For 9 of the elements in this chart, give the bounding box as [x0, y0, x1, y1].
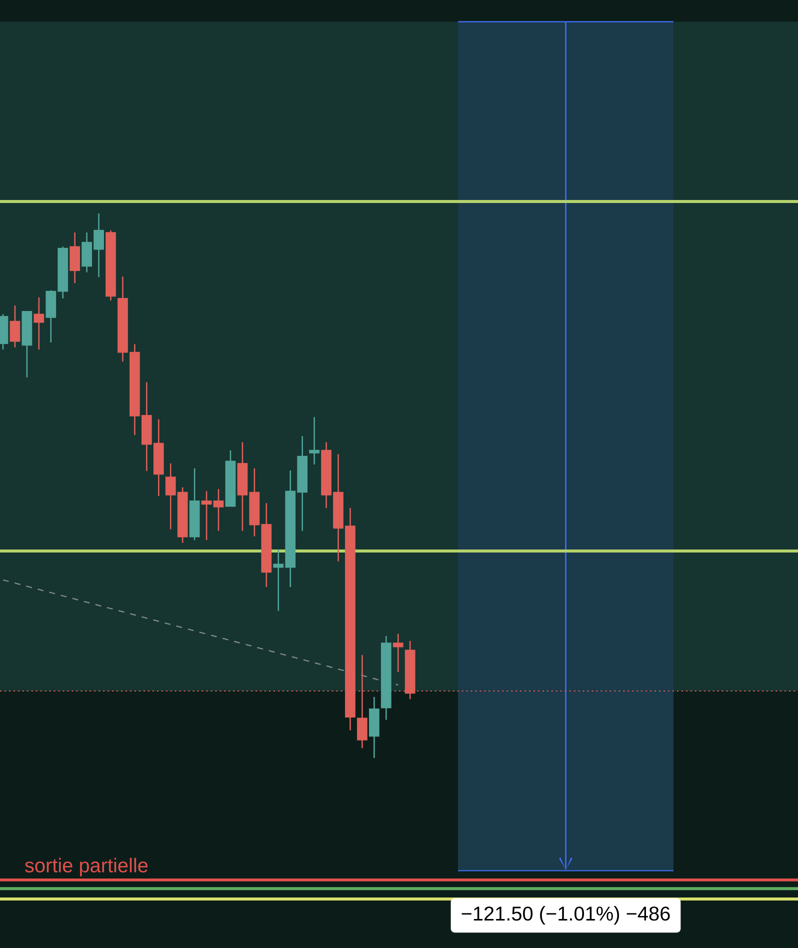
text: −121.50 (−1.01%) −486 — [462, 906, 670, 925]
candlestick — [10, 304, 20, 348]
candlestick — [309, 416, 320, 466]
candlestick — [70, 232, 80, 284]
ref-line-label: sortie partielle — [25, 858, 148, 876]
candlestick — [392, 633, 404, 673]
candlestick — [201, 490, 212, 541]
candlestick — [34, 296, 44, 350]
candlestick — [213, 488, 224, 532]
